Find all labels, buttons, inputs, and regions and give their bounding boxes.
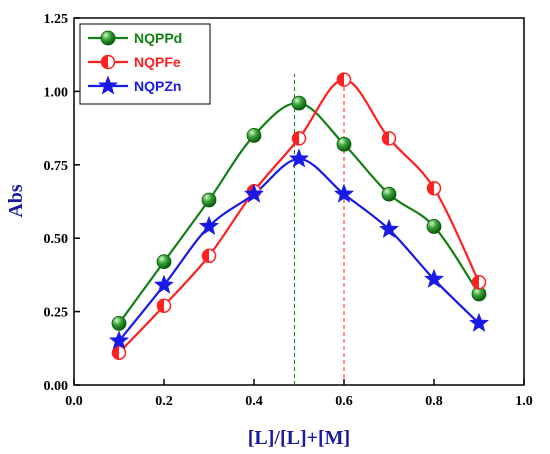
star-marker <box>423 268 445 288</box>
circle-marker <box>156 254 172 270</box>
circle-marker <box>336 136 352 152</box>
star-marker <box>378 218 400 239</box>
star-marker <box>153 274 175 294</box>
circle-marker <box>246 128 262 143</box>
half-circle-fill <box>157 299 164 313</box>
half-circle-fill <box>101 55 108 69</box>
y-tick-label: 0.00 <box>44 379 69 394</box>
legend-label-NQPZn: NQPZn <box>134 78 181 94</box>
star-marker <box>288 148 310 168</box>
x-tick-label: 0.8 <box>425 394 443 409</box>
circle-marker <box>291 95 307 111</box>
half-circle-fill <box>382 131 389 145</box>
half-circle-fill <box>472 275 479 289</box>
star-marker <box>243 183 265 203</box>
series-line-NQPFe <box>118 78 480 354</box>
circle-marker <box>426 219 442 234</box>
axis-ticks: 0.0 0.2 0.4 0.6 0.8 1.0 0.00 0.25 0.50 0.75 1.00 1.… <box>44 12 533 409</box>
legend: NQPPd NQPFe NQPZn <box>79 23 211 105</box>
half-circle-fill <box>292 131 299 145</box>
half-circle-fill <box>337 73 344 87</box>
circle-marker <box>111 315 127 331</box>
star-marker <box>333 183 355 203</box>
y-tick-label: 1.00 <box>44 85 69 100</box>
star-marker <box>198 215 220 236</box>
half-circle-fill <box>202 249 209 263</box>
star-marker <box>97 75 119 95</box>
series-markers <box>108 72 490 360</box>
y-tick-label: 0.50 <box>44 232 69 247</box>
x-axis-title: [L]/[L]+[M] <box>248 427 350 449</box>
circle-marker <box>381 186 397 202</box>
y-tick-label: 0.75 <box>44 159 69 174</box>
x-tick-label: 0.2 <box>155 394 173 409</box>
x-tick-label: 0.0 <box>65 394 83 409</box>
half-circle-fill <box>427 181 434 195</box>
series-lines <box>118 78 480 354</box>
y-tick-label: 0.25 <box>44 306 69 321</box>
reference-lines <box>294 73 345 385</box>
x-tick-label: 0.6 <box>335 394 353 409</box>
x-tick-label: 0.4 <box>245 394 263 409</box>
y-axis-title: Abs <box>5 184 27 218</box>
x-tick-label: 1.0 <box>515 394 533 409</box>
legend-label-NQPFe: NQPFe <box>134 54 181 70</box>
circle-marker <box>201 192 217 208</box>
circle-marker <box>100 30 116 46</box>
y-tick-label: 1.25 <box>44 12 69 27</box>
plot-frame <box>73 17 525 386</box>
half-circle-fill <box>112 346 119 360</box>
legend-label-NQPPd: NQPPd <box>134 30 182 46</box>
star-marker <box>468 312 490 333</box>
star-marker <box>108 330 130 350</box>
